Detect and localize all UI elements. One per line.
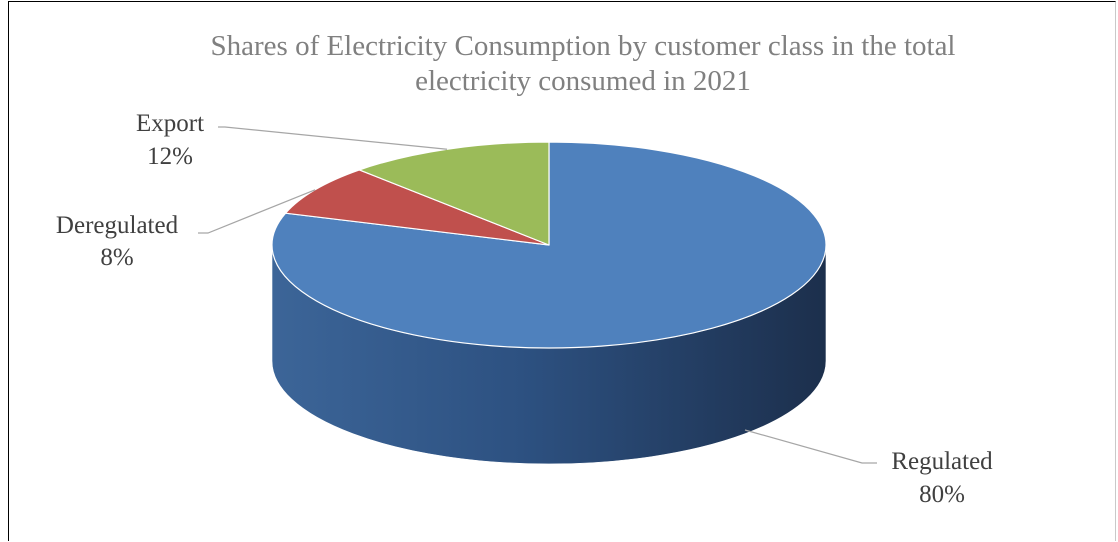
data-labels: Regulated 80% Deregulated 8% Export 12%: [56, 110, 993, 508]
data-label-regulated-value: 80%: [919, 481, 965, 508]
chart-title: Shares of Electricity Consumption by cus…: [9, 29, 1118, 99]
data-label-deregulated-value: 8%: [100, 244, 133, 271]
leader-lines: [198, 126, 877, 464]
data-label-deregulated-name: Deregulated: [56, 212, 179, 239]
chart-title-line-1: Shares of Electricity Consumption by cus…: [210, 30, 956, 62]
leader-line-regulated: [744, 429, 877, 464]
chart-title-line-2: electricity consumed in 2021: [415, 65, 751, 97]
leader-line-deregulated: [198, 189, 316, 234]
data-label-regulated-name: Regulated: [891, 448, 993, 475]
data-label-export-name: Export: [136, 110, 204, 137]
pie-slice-deregulated: [284, 169, 550, 246]
pie-slices: [271, 141, 827, 349]
chart-frame: Shares of Electricity Consumption by cus…: [8, 1, 1116, 541]
data-label-export-value: 12%: [147, 143, 193, 170]
leader-line-export: [218, 126, 448, 150]
